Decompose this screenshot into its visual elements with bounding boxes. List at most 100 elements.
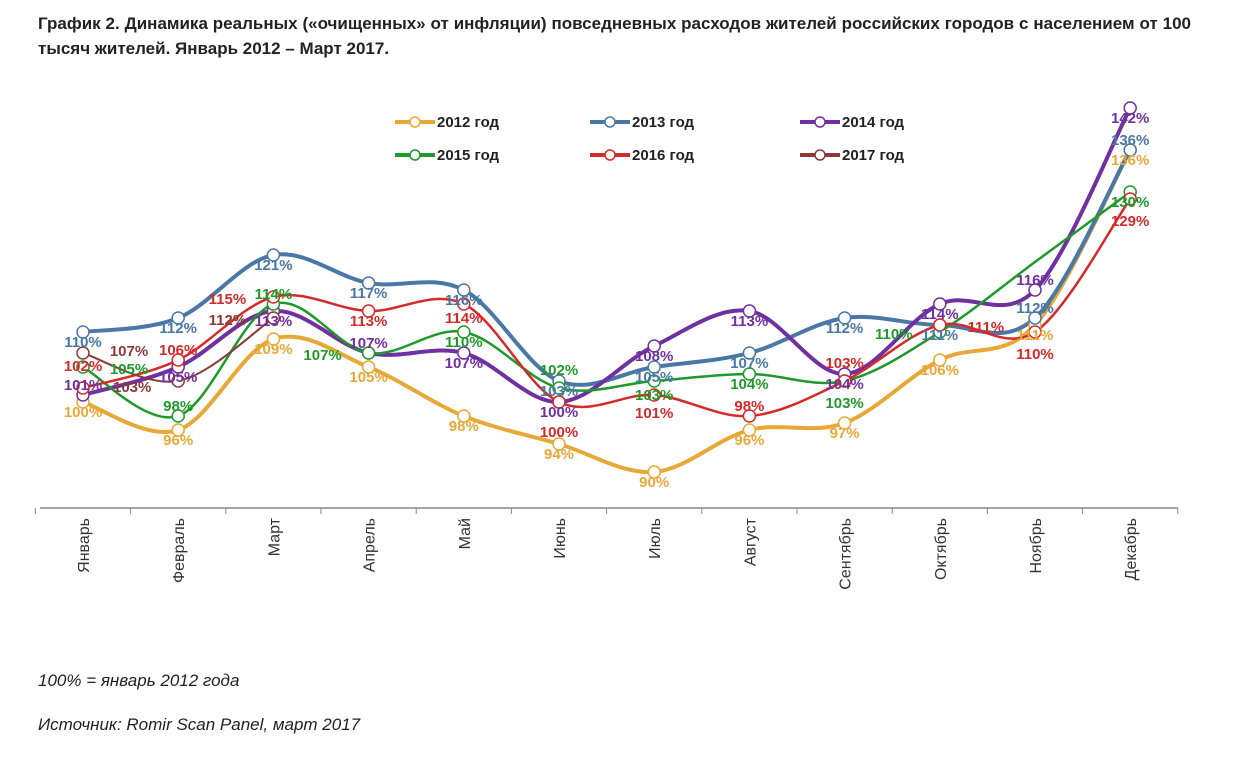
x-tick-label: Март: [266, 517, 283, 556]
legend-label: 2012 год: [437, 114, 500, 131]
data-point: [266, 332, 281, 346]
legend-marker: [814, 116, 826, 128]
data-point: [76, 346, 90, 360]
data-label: 121%: [254, 257, 292, 274]
data-label: 94%: [544, 446, 574, 463]
data-point: [266, 248, 281, 262]
data-label: 103%: [113, 379, 151, 396]
data-label: 98%: [449, 418, 479, 435]
series-line-2015 год: [82, 190, 1131, 419]
data-label: 100%: [540, 424, 578, 441]
chart-title: График 2. Динамика реальных («очищенных»…: [38, 14, 1191, 58]
legend-marker: [409, 149, 421, 161]
data-point: [76, 381, 90, 395]
data-label: 98%: [163, 398, 193, 415]
data-point: [552, 437, 566, 451]
data-label: 112%: [826, 320, 864, 337]
legend-label: 2017 год: [842, 147, 905, 164]
data-point: [457, 283, 471, 297]
data-label: 103%: [825, 355, 863, 372]
data-label: 107%: [303, 347, 341, 364]
x-tick-label: Декабрь: [1123, 518, 1140, 580]
data-label: 90%: [639, 474, 669, 491]
data-point: [647, 360, 661, 374]
data-point: [1028, 311, 1042, 325]
data-label: 106%: [159, 342, 197, 359]
data-point: [171, 374, 185, 388]
data-point: [171, 409, 185, 423]
data-point: [1123, 192, 1137, 206]
data-point: [647, 339, 661, 353]
data-point: [457, 409, 471, 423]
data-point: [1123, 101, 1137, 115]
data-label: 136%: [1111, 152, 1149, 169]
data-label: 98%: [734, 398, 764, 415]
data-point: [742, 304, 757, 318]
data-label: 112%: [1016, 300, 1054, 317]
data-point: [742, 346, 757, 360]
data-label: 101%: [64, 377, 102, 394]
data-label: 110%: [445, 334, 483, 351]
data-label: 107%: [349, 335, 387, 352]
data-point: [552, 381, 566, 395]
data-point: [837, 416, 852, 430]
data-point: [266, 290, 281, 304]
data-label: 116%: [445, 292, 483, 309]
data-label: 104%: [730, 376, 768, 393]
data-label: 142%: [1111, 110, 1149, 127]
data-label: 104%: [825, 376, 863, 393]
legend-marker: [814, 149, 826, 161]
data-point: [171, 311, 185, 325]
data-label: 103%: [825, 395, 863, 412]
data-point: [933, 318, 947, 332]
series-line-2012 год: [82, 149, 1132, 475]
source-note: Источник: Romir Scan Panel, март 2017: [38, 715, 361, 734]
x-tick-label: Октябрь: [933, 518, 950, 580]
data-label: 108%: [635, 348, 673, 365]
data-label: 107%: [110, 343, 148, 360]
data-label: 117%: [350, 285, 388, 302]
data-label: 101%: [635, 405, 673, 422]
x-tick-label: Июль: [647, 518, 664, 559]
data-label: 105%: [159, 369, 197, 386]
data-label: 103%: [635, 387, 673, 404]
data-point: [171, 423, 185, 437]
data-point: [837, 311, 852, 325]
data-label: 114%: [445, 310, 483, 327]
data-point: [647, 465, 661, 479]
data-label: 110%: [875, 326, 913, 343]
data-point: [361, 360, 376, 374]
data-label: 107%: [445, 355, 483, 372]
data-label: 105%: [110, 361, 148, 378]
data-label: 103%: [540, 383, 578, 400]
data-label: 106%: [921, 362, 959, 379]
x-tick-label: Январь: [76, 518, 93, 573]
data-label: 115%: [209, 291, 247, 308]
data-point: [1028, 283, 1042, 297]
legend-marker: [604, 116, 616, 128]
data-point: [933, 353, 947, 367]
x-tick-label: Июнь: [552, 518, 569, 559]
data-point: [647, 388, 661, 402]
data-point: [171, 353, 185, 367]
data-label: 100%: [540, 404, 578, 421]
data-label: 129%: [1111, 213, 1149, 230]
data-label: 96%: [163, 432, 193, 449]
data-point: [457, 346, 471, 360]
legend-label: 2016 год: [632, 147, 695, 164]
data-label: 114%: [255, 286, 293, 303]
data-label: 107%: [730, 355, 768, 372]
legend-label: 2015 год: [437, 147, 500, 164]
data-point: [361, 304, 376, 318]
x-tick-label: Август: [742, 517, 759, 566]
data-point: [1028, 325, 1042, 339]
data-point: [837, 374, 852, 388]
data-point: [76, 360, 90, 374]
data-point: [933, 297, 947, 311]
data-label: 111%: [921, 327, 958, 344]
legend-label: 2013 год: [632, 114, 695, 131]
x-tick-label: Апрель: [362, 518, 379, 572]
base-note: 100% = январь 2012 года: [38, 671, 240, 690]
data-label: 113%: [731, 313, 769, 330]
